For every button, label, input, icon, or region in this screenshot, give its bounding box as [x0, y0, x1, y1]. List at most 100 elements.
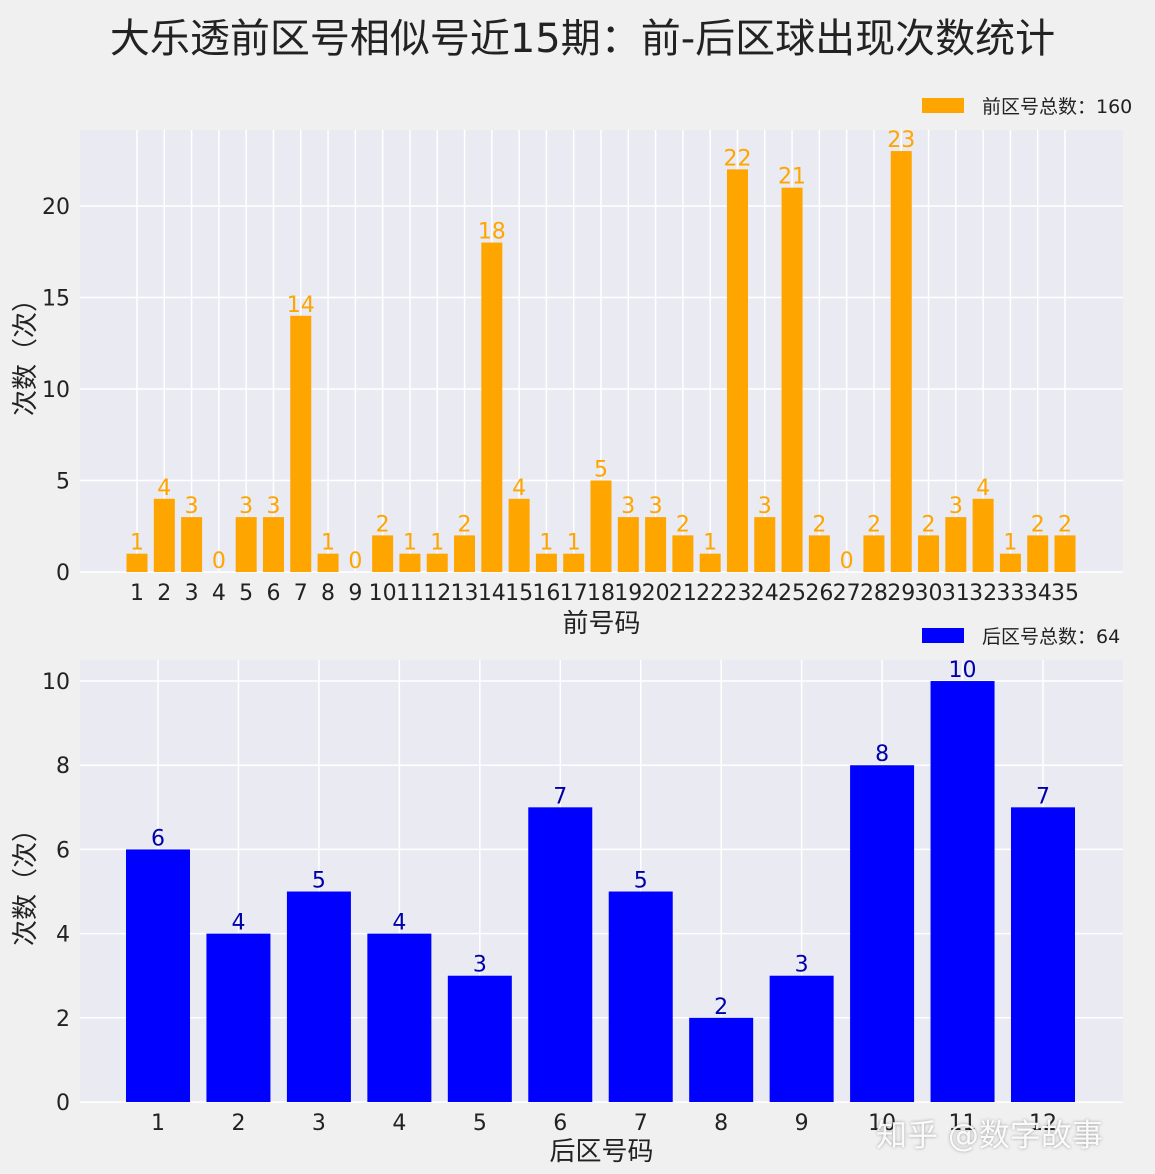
y-tick-label: 10: [42, 378, 70, 403]
bar: [689, 1017, 754, 1102]
bar-value-label: 22: [723, 146, 751, 171]
bar: [930, 681, 995, 1102]
bar-value-label: 2: [376, 512, 390, 537]
x-tick-label: 35: [1051, 581, 1079, 606]
x-tick-label: 3: [312, 1111, 326, 1136]
bar-value-label: 1: [703, 531, 717, 556]
bar: [918, 535, 940, 572]
bar-value-label: 7: [553, 784, 567, 809]
bar-value-label: 1: [567, 531, 581, 556]
bar: [426, 553, 448, 572]
bar: [850, 765, 915, 1102]
x-tick-label: 4: [212, 581, 226, 606]
bar-value-label: 3: [795, 953, 809, 978]
bar-value-label: 2: [922, 512, 936, 537]
bar-value-label: 0: [212, 549, 226, 574]
bar: [535, 553, 557, 572]
bar: [399, 553, 421, 572]
x-tick-label: 24: [751, 581, 779, 606]
bar-value-label: 1: [1003, 531, 1017, 556]
front-zone-chart: 0510152011423304353614718092101111122131…: [11, 96, 1132, 639]
legend-swatch: [922, 98, 964, 113]
bar-value-label: 3: [473, 953, 487, 978]
bar: [447, 975, 512, 1102]
legend-label: 前区号总数：160: [982, 96, 1132, 118]
bar: [808, 535, 830, 572]
bar: [890, 151, 912, 573]
bar-value-label: 2: [1058, 512, 1072, 537]
bar: [590, 480, 612, 572]
y-tick-label: 6: [56, 838, 70, 863]
x-tick-label: 6: [266, 581, 280, 606]
legend-label: 后区号总数：64: [982, 626, 1120, 648]
x-tick-label: 33: [996, 581, 1024, 606]
bar-value-label: 8: [875, 742, 889, 767]
bar-value-label: 2: [812, 512, 826, 537]
y-axis-label: 次数（次）: [11, 286, 41, 416]
x-tick-label: 26: [805, 581, 833, 606]
bar: [608, 891, 673, 1102]
bar-value-label: 7: [1036, 784, 1050, 809]
bar: [481, 242, 503, 572]
bar: [1054, 535, 1076, 572]
bar-value-label: 21: [778, 165, 806, 190]
x-tick-label: 11: [396, 581, 424, 606]
bar-value-label: 4: [392, 911, 406, 936]
bar-value-label: 2: [1031, 512, 1045, 537]
y-tick-label: 0: [56, 1091, 70, 1116]
x-tick-label: 12: [423, 581, 451, 606]
bar: [286, 891, 351, 1102]
x-tick-label: 19: [614, 581, 642, 606]
x-tick-label: 13: [451, 581, 479, 606]
x-tick-label: 7: [634, 1111, 648, 1136]
x-tick-label: 23: [723, 581, 751, 606]
bar: [126, 849, 190, 1102]
bar: [999, 553, 1021, 572]
back-zone-chart: 0 2 4 6 8 10 6 1 4 2 5 3 4 4 3 5 7 6 5 7 2 8 3 9 8 10 10 11 7 12 后区号码 次…: [11, 626, 1123, 1167]
x-tick-label: 10: [369, 581, 397, 606]
y-tick-label: 5: [56, 469, 70, 494]
bar-value-label: 3: [185, 494, 199, 519]
x-tick-label: 25: [778, 581, 806, 606]
bar-value-label: 10: [949, 658, 977, 683]
bar: [372, 535, 394, 572]
bar-value-label: 14: [287, 293, 315, 318]
bar-value-label: 0: [348, 549, 362, 574]
x-tick-label: 14: [478, 581, 506, 606]
x-tick-label: 31: [942, 581, 970, 606]
x-tick-label: 29: [887, 581, 915, 606]
bar-value-label: 1: [321, 531, 335, 556]
x-tick-label: 1: [130, 581, 144, 606]
bar-value-label: 3: [239, 494, 253, 519]
bar-value-label: 5: [634, 869, 648, 894]
bar-value-label: 1: [403, 531, 417, 556]
bar-value-label: 4: [976, 476, 990, 501]
x-tick-label: 2: [157, 581, 171, 606]
bar: [769, 975, 834, 1102]
bar: [454, 535, 476, 572]
x-tick-label: 2: [231, 1111, 245, 1136]
x-tick-label: 12: [1029, 1111, 1057, 1136]
bar: [262, 517, 284, 572]
y-tick-label: 0: [56, 561, 70, 586]
x-tick-label: 1: [151, 1111, 165, 1136]
legend: 后区号总数：64: [922, 626, 1120, 648]
x-tick-label: 9: [795, 1111, 809, 1136]
y-tick-label: 10: [42, 670, 70, 695]
bar: [781, 187, 803, 573]
x-tick-label: 18: [587, 581, 615, 606]
bar: [367, 933, 432, 1102]
x-tick-label: 32: [969, 581, 997, 606]
bar: [290, 315, 312, 572]
x-tick-label: 15: [505, 581, 533, 606]
bar-value-label: 3: [621, 494, 635, 519]
watermark: 知乎 @数字故事: [876, 1118, 1103, 1154]
bar: [863, 535, 885, 572]
bar: [645, 517, 667, 572]
bar-value-label: 3: [266, 494, 280, 519]
bar: [1027, 535, 1049, 572]
bar-value-label: 4: [512, 476, 526, 501]
y-tick-label: 20: [42, 195, 70, 220]
bar-value-label: 18: [478, 220, 506, 245]
x-axis-label: 前号码: [562, 609, 640, 639]
